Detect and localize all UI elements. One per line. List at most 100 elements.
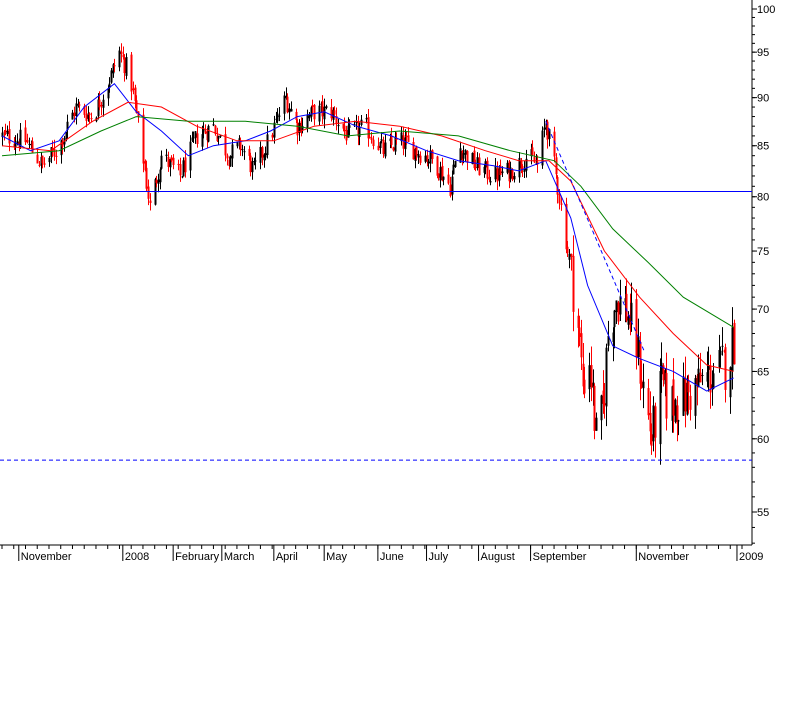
candle-body bbox=[473, 150, 476, 169]
candle-body bbox=[459, 148, 462, 163]
candle-body bbox=[600, 395, 603, 421]
candle-body bbox=[509, 167, 512, 179]
candlestick-series bbox=[1, 43, 736, 465]
x-tick-label: June bbox=[380, 551, 404, 563]
candle-body bbox=[134, 87, 137, 102]
candle-body bbox=[650, 434, 653, 446]
candle-body bbox=[149, 200, 152, 204]
candle-body bbox=[548, 129, 551, 139]
candle-body bbox=[639, 341, 642, 384]
candle-body bbox=[61, 141, 64, 147]
candle-body bbox=[380, 139, 383, 141]
moving-average-line bbox=[1, 82, 734, 392]
candle-body bbox=[712, 373, 715, 389]
candle-body bbox=[217, 136, 220, 139]
candle-body bbox=[652, 405, 655, 442]
candle-body bbox=[71, 112, 74, 120]
candle-body bbox=[65, 131, 68, 139]
candle-body bbox=[135, 100, 138, 113]
candle-body bbox=[60, 140, 63, 156]
candle-body bbox=[355, 121, 358, 124]
candle-body bbox=[426, 155, 429, 162]
candle-body bbox=[212, 124, 215, 126]
candle-body bbox=[1, 132, 4, 138]
candle-body bbox=[184, 157, 187, 173]
candle-body bbox=[50, 147, 53, 158]
candle-body bbox=[583, 379, 586, 394]
candle-body bbox=[28, 143, 31, 145]
candle-body bbox=[721, 345, 724, 347]
candle-body bbox=[427, 161, 430, 164]
candle-body bbox=[325, 106, 328, 108]
candle-body bbox=[613, 310, 616, 328]
candle-body bbox=[523, 169, 526, 173]
candle-body bbox=[145, 167, 148, 189]
candle-body bbox=[566, 246, 569, 253]
candle-body bbox=[729, 367, 732, 398]
candle-body bbox=[286, 96, 289, 113]
candle-body bbox=[311, 105, 314, 107]
candle-body bbox=[38, 164, 41, 166]
candle-body bbox=[249, 155, 252, 173]
candle-body bbox=[301, 125, 304, 131]
candle-body bbox=[525, 158, 528, 171]
candle-body bbox=[323, 106, 326, 120]
candle-body bbox=[55, 155, 58, 157]
candle-body bbox=[295, 111, 298, 120]
candle-body bbox=[75, 103, 78, 117]
candle-body bbox=[155, 180, 158, 183]
candle-body bbox=[113, 65, 116, 67]
candle-body bbox=[394, 137, 397, 152]
candle-body bbox=[273, 122, 276, 138]
y-tick-label: 55 bbox=[757, 507, 769, 519]
y-tick-label: 75 bbox=[757, 246, 769, 258]
candle-body bbox=[424, 155, 427, 162]
candle-body bbox=[419, 155, 422, 163]
candle-body bbox=[189, 141, 192, 171]
candle-body bbox=[170, 157, 173, 161]
candle-body bbox=[66, 121, 69, 131]
candle-body bbox=[16, 140, 19, 144]
candle-body bbox=[123, 57, 126, 74]
candle-body bbox=[733, 322, 736, 365]
candle-body bbox=[483, 166, 486, 173]
candle-body bbox=[368, 136, 371, 139]
candle-body bbox=[686, 382, 689, 415]
candle-body bbox=[177, 163, 180, 165]
candle-body bbox=[191, 137, 194, 141]
candle-body bbox=[496, 168, 499, 182]
x-tick-label: April bbox=[276, 551, 298, 563]
candle-body bbox=[665, 372, 668, 419]
candle-body bbox=[379, 142, 382, 149]
candle-body bbox=[202, 129, 205, 132]
moving-average-line bbox=[1, 101, 734, 372]
candle-body bbox=[706, 372, 709, 382]
candle-body bbox=[243, 151, 246, 153]
candle-body bbox=[167, 156, 170, 167]
plot-area bbox=[0, 0, 753, 546]
candle-body bbox=[239, 140, 242, 150]
candle-body bbox=[43, 163, 46, 165]
candle-body bbox=[719, 350, 722, 356]
moving-average-line bbox=[1, 116, 734, 328]
y-tick-label: 90 bbox=[757, 93, 769, 105]
candle-body bbox=[662, 365, 665, 381]
candle-body bbox=[565, 203, 568, 250]
candle-body bbox=[85, 114, 88, 121]
candle-body bbox=[412, 142, 415, 160]
candle-body bbox=[560, 203, 563, 205]
y-tick-label: 65 bbox=[757, 366, 769, 378]
candle-body bbox=[377, 145, 380, 151]
y-tick-label: 60 bbox=[757, 434, 769, 446]
candle-body bbox=[447, 174, 450, 184]
candle-body bbox=[449, 184, 452, 196]
candle-body bbox=[261, 147, 264, 158]
candle-body bbox=[533, 156, 536, 163]
x-tick-label: November bbox=[21, 551, 72, 563]
candle-body bbox=[157, 179, 160, 184]
candle-body bbox=[642, 381, 645, 389]
candle-body bbox=[694, 378, 697, 416]
x-tick-label: September bbox=[533, 551, 587, 563]
y-tick-label: 85 bbox=[757, 141, 769, 153]
x-tick-label: August bbox=[481, 551, 515, 563]
